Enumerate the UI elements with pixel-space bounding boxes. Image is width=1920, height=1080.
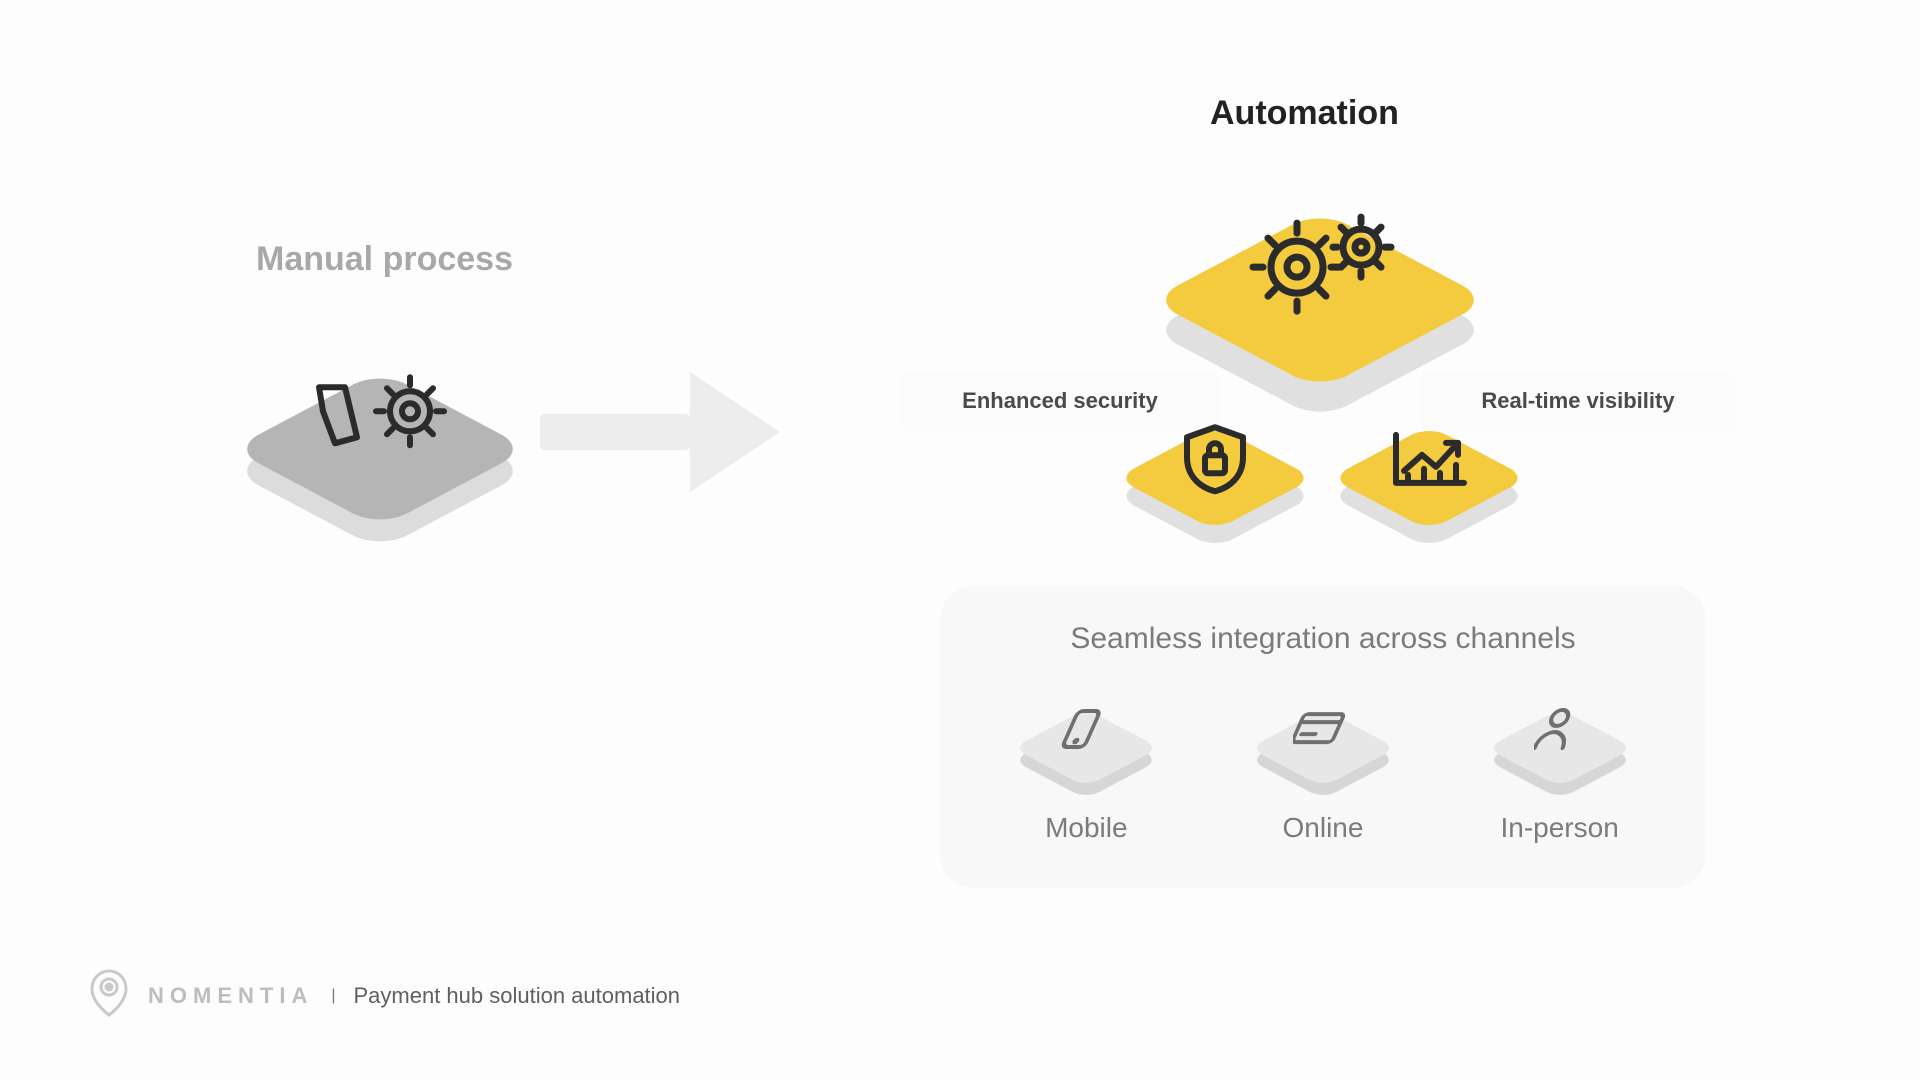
channel-mobile-label: Mobile <box>1045 812 1127 844</box>
arrow-icon <box>540 372 780 492</box>
channels-title: Seamless integration across channels <box>988 622 1658 656</box>
automation-tile <box>1160 158 1480 388</box>
channels-panel: Seamless integration across channels Mob… <box>940 586 1706 888</box>
visibility-tile <box>1334 390 1524 540</box>
security-tile <box>1120 390 1310 540</box>
channel-online: Online <box>1253 684 1393 844</box>
channel-online-label: Online <box>1283 812 1364 844</box>
shield-lock-icon <box>1175 421 1255 500</box>
person-icon <box>1534 705 1586 756</box>
footer-subtitle: Payment hub solution automation <box>353 983 680 1009</box>
automation-title: Automation <box>1210 94 1399 133</box>
footer-separator: | <box>331 987 335 1005</box>
channel-mobile: Mobile <box>1016 684 1156 844</box>
manual-tile <box>240 320 520 520</box>
logo-pin-icon <box>88 967 130 1024</box>
card-icon <box>1293 708 1353 755</box>
brand-text: NOMENTIA <box>148 983 313 1009</box>
gears-icon <box>1235 209 1405 324</box>
channel-inperson: In-person <box>1490 684 1630 844</box>
manual-title: Manual process <box>256 240 513 279</box>
footer: NOMENTIA | Payment hub solution automati… <box>88 967 680 1024</box>
chart-trend-icon <box>1386 426 1472 495</box>
mobile-icon <box>1060 707 1112 756</box>
manual-gear-icon <box>305 367 455 462</box>
channel-inperson-label: In-person <box>1500 812 1618 844</box>
